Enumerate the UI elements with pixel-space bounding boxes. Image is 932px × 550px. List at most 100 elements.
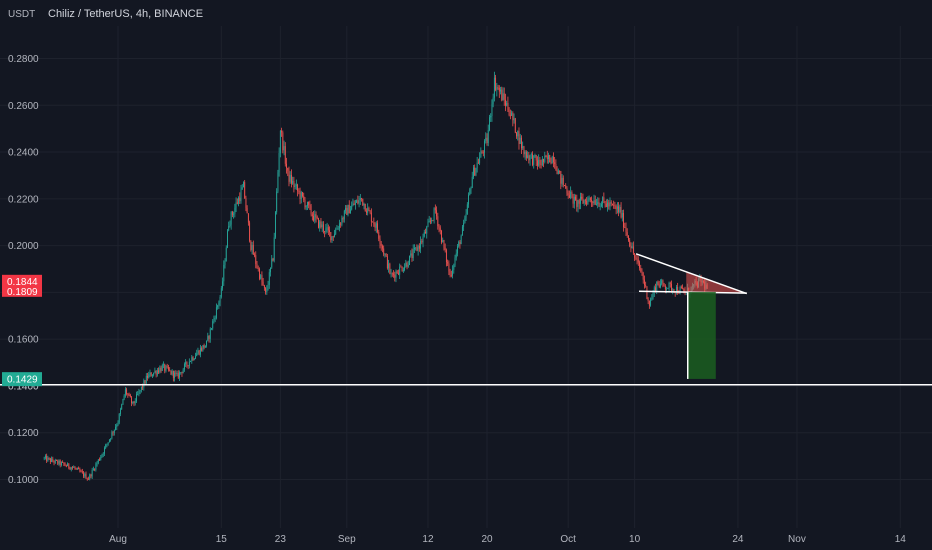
down-candle (545, 154, 547, 158)
up-candle (583, 199, 585, 206)
down-candle (169, 367, 171, 372)
candle-body (421, 241, 423, 243)
up-candle (279, 130, 281, 158)
candle-body (154, 370, 156, 373)
up-candle (154, 367, 156, 374)
up-candle (219, 295, 221, 307)
candle-body (540, 164, 542, 165)
candle-body (582, 198, 584, 204)
up-candle (347, 204, 349, 217)
up-candle (493, 71, 495, 102)
candle-body (364, 203, 366, 212)
up-candle (484, 139, 485, 159)
support-price-tag (2, 372, 42, 387)
candle-body (662, 280, 664, 284)
up-candle (145, 373, 147, 385)
up-candle (541, 156, 543, 167)
up-candle (469, 187, 471, 196)
up-candle (530, 152, 532, 159)
drawing-layer[interactable] (0, 253, 932, 386)
candle-body (457, 246, 458, 254)
candle-body (292, 180, 294, 184)
down-candle (329, 226, 331, 237)
up-candle (211, 327, 212, 331)
down-candle (128, 392, 130, 397)
up-candle (609, 197, 611, 211)
candle-body (492, 97, 494, 105)
up-candle (111, 430, 113, 440)
down-candle (562, 175, 564, 188)
down-candle (250, 240, 252, 252)
down-candle (324, 230, 326, 238)
down-candle (647, 297, 649, 305)
candle-body (136, 394, 137, 402)
up-candle (607, 198, 608, 212)
candle-body (666, 288, 668, 290)
candle-body (479, 157, 481, 164)
current-price-tag-bottom: 0.1809 (7, 287, 38, 298)
candle-body (470, 187, 472, 190)
up-candle (407, 260, 409, 268)
down-candle (532, 151, 533, 167)
up-candle (454, 254, 456, 268)
up-candle (73, 465, 75, 469)
down-candle (302, 191, 303, 198)
up-candle (206, 340, 208, 348)
candle-body (581, 196, 583, 199)
candle-body (161, 365, 163, 371)
candle-body (347, 205, 349, 215)
down-candle (272, 257, 274, 262)
candle-body (185, 362, 187, 365)
up-candle (337, 225, 339, 231)
candle-body (448, 263, 450, 272)
down-candle (680, 285, 682, 289)
candle-body (489, 117, 490, 131)
candle-body (615, 206, 617, 210)
down-candle (682, 284, 684, 290)
candle-body (94, 468, 96, 470)
candle-body (580, 196, 581, 204)
up-candle (570, 186, 572, 200)
chart-title: Chiliz / TetherUS, 4h, BINANCE (48, 8, 203, 20)
candle-body (416, 247, 418, 251)
up-candle (458, 240, 460, 248)
candle-body (325, 228, 327, 233)
up-candle (561, 173, 563, 187)
down-candle (514, 117, 516, 134)
time-axis[interactable]: Aug 15 23 Sep 12 20 Oct 10 24 Nov 14 (109, 534, 906, 545)
price-axis[interactable]: 0.10000.12000.14000.16000.18000.20000.22… (8, 54, 39, 486)
down-candle (175, 370, 177, 377)
down-candle (286, 157, 287, 174)
candle-body (402, 269, 404, 271)
candle-body (484, 140, 485, 153)
candle-body (534, 155, 536, 157)
up-candle (471, 171, 473, 189)
down-candle (566, 186, 568, 196)
up-candle (412, 244, 414, 261)
candle-body (227, 230, 228, 248)
candle-body (186, 362, 188, 366)
down-candle (568, 190, 570, 199)
candle-body (105, 444, 107, 448)
candle-body (190, 361, 192, 363)
up-candle (375, 221, 377, 233)
down-candle (322, 221, 324, 234)
up-candle (96, 460, 98, 467)
candle-body (564, 185, 565, 186)
up-candle (215, 303, 217, 320)
up-candle (463, 219, 465, 232)
candle-body (261, 275, 263, 282)
up-candle (453, 263, 455, 274)
down-candle (628, 235, 629, 242)
up-candle (197, 347, 199, 355)
up-candle (204, 345, 206, 348)
candle-body (288, 170, 290, 182)
up-candle (343, 209, 345, 223)
grid-lines (0, 26, 932, 528)
candle-body (320, 221, 322, 228)
candle-body (158, 370, 160, 373)
up-candle (101, 453, 103, 458)
candle-body (667, 288, 669, 289)
